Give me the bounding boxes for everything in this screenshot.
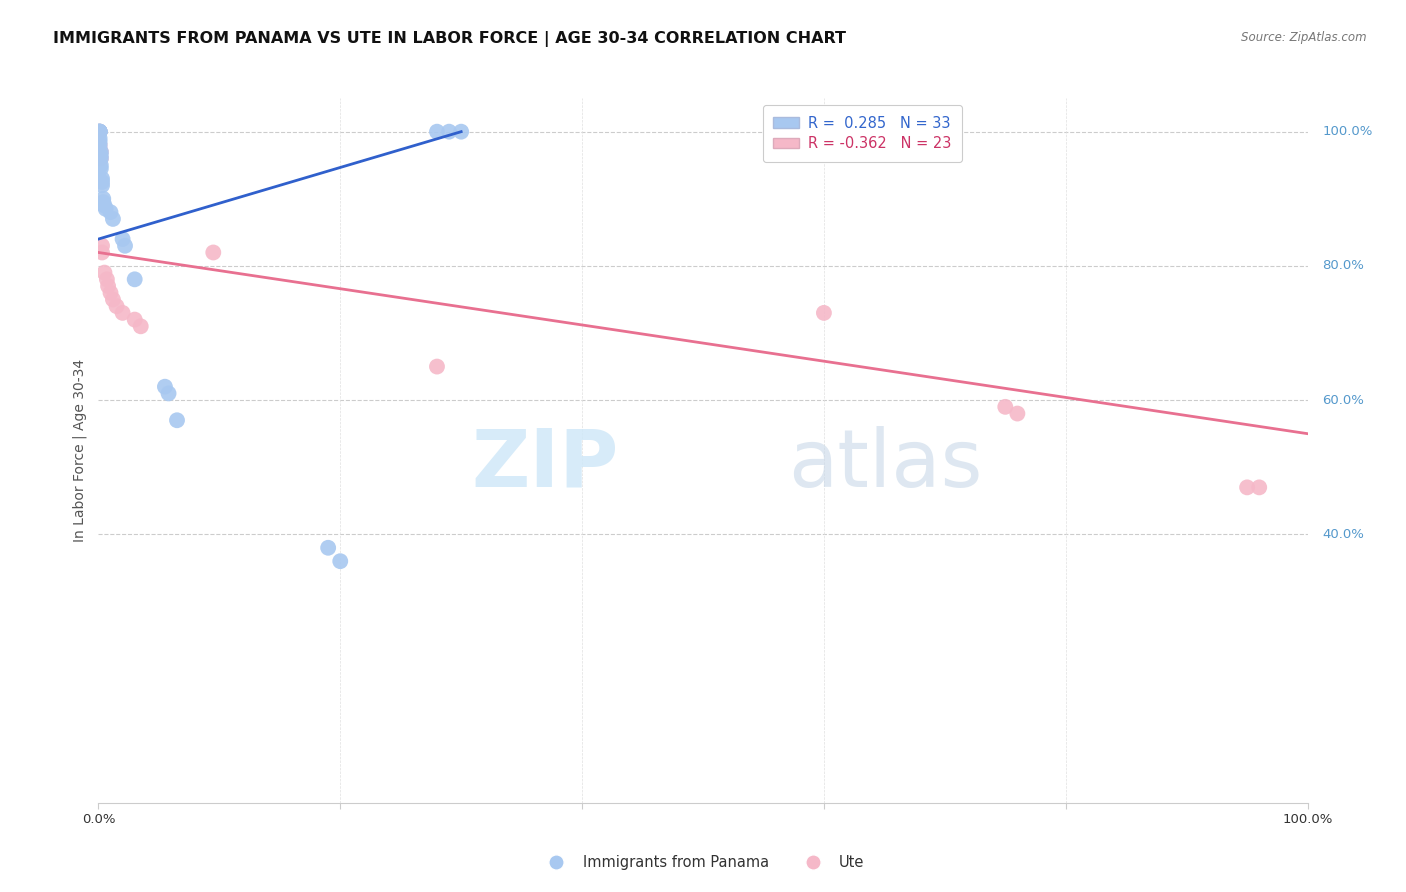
Text: 80.0%: 80.0% xyxy=(1322,260,1364,272)
Point xyxy=(994,400,1017,414)
Point xyxy=(91,192,114,206)
Point xyxy=(90,152,112,166)
Point xyxy=(90,145,112,159)
Text: 40.0%: 40.0% xyxy=(1322,528,1364,541)
Point xyxy=(90,152,112,166)
Point xyxy=(100,205,122,219)
Point xyxy=(90,145,112,159)
Text: IMMIGRANTS FROM PANAMA VS UTE IN LABOR FORCE | AGE 30-34 CORRELATION CHART: IMMIGRANTS FROM PANAMA VS UTE IN LABOR F… xyxy=(53,31,846,47)
Point xyxy=(111,232,134,246)
Point xyxy=(91,175,114,189)
Point xyxy=(89,138,111,153)
Text: Source: ZipAtlas.com: Source: ZipAtlas.com xyxy=(1241,31,1367,45)
Text: 60.0%: 60.0% xyxy=(1322,393,1364,407)
Point xyxy=(89,125,111,139)
Point xyxy=(91,239,114,253)
Point xyxy=(450,125,472,139)
Point xyxy=(90,158,112,172)
Point xyxy=(1236,480,1258,494)
Point xyxy=(96,272,118,286)
Point xyxy=(316,541,339,555)
Point xyxy=(91,171,114,186)
Point xyxy=(105,299,128,313)
Point xyxy=(124,312,146,326)
Point xyxy=(100,285,122,300)
Point xyxy=(129,319,152,334)
Point xyxy=(89,125,111,139)
Point xyxy=(93,266,115,280)
Text: ZIP: ZIP xyxy=(471,425,619,504)
Point xyxy=(426,359,449,374)
Point xyxy=(426,125,449,139)
Point xyxy=(111,306,134,320)
Point xyxy=(329,554,352,568)
Point xyxy=(1007,407,1029,421)
Point xyxy=(813,306,835,320)
Text: atlas: atlas xyxy=(787,425,981,504)
Point xyxy=(89,125,111,139)
Point xyxy=(153,380,176,394)
Point xyxy=(89,131,111,145)
Point xyxy=(94,202,117,216)
Point xyxy=(114,239,136,253)
Point xyxy=(89,125,111,139)
Point xyxy=(89,125,111,139)
Point xyxy=(93,198,115,212)
Point xyxy=(90,161,112,176)
Point xyxy=(89,125,111,139)
Legend: R =  0.285   N = 33, R = -0.362   N = 23: R = 0.285 N = 33, R = -0.362 N = 23 xyxy=(763,105,962,161)
Point xyxy=(124,272,146,286)
Point xyxy=(202,245,225,260)
Point xyxy=(90,148,112,162)
Legend: Immigrants from Panama, Ute: Immigrants from Panama, Ute xyxy=(536,849,870,876)
Point xyxy=(1249,480,1271,494)
Point xyxy=(166,413,188,427)
Y-axis label: In Labor Force | Age 30-34: In Labor Force | Age 30-34 xyxy=(73,359,87,542)
Point xyxy=(91,245,114,260)
Point xyxy=(437,125,460,139)
Point xyxy=(91,178,114,193)
Point xyxy=(89,138,111,153)
Point xyxy=(89,125,111,139)
Point xyxy=(91,195,114,210)
Point xyxy=(101,293,124,307)
Text: 100.0%: 100.0% xyxy=(1322,125,1372,138)
Point xyxy=(157,386,180,401)
Point xyxy=(97,279,120,293)
Point xyxy=(101,211,124,226)
Point xyxy=(89,135,111,149)
